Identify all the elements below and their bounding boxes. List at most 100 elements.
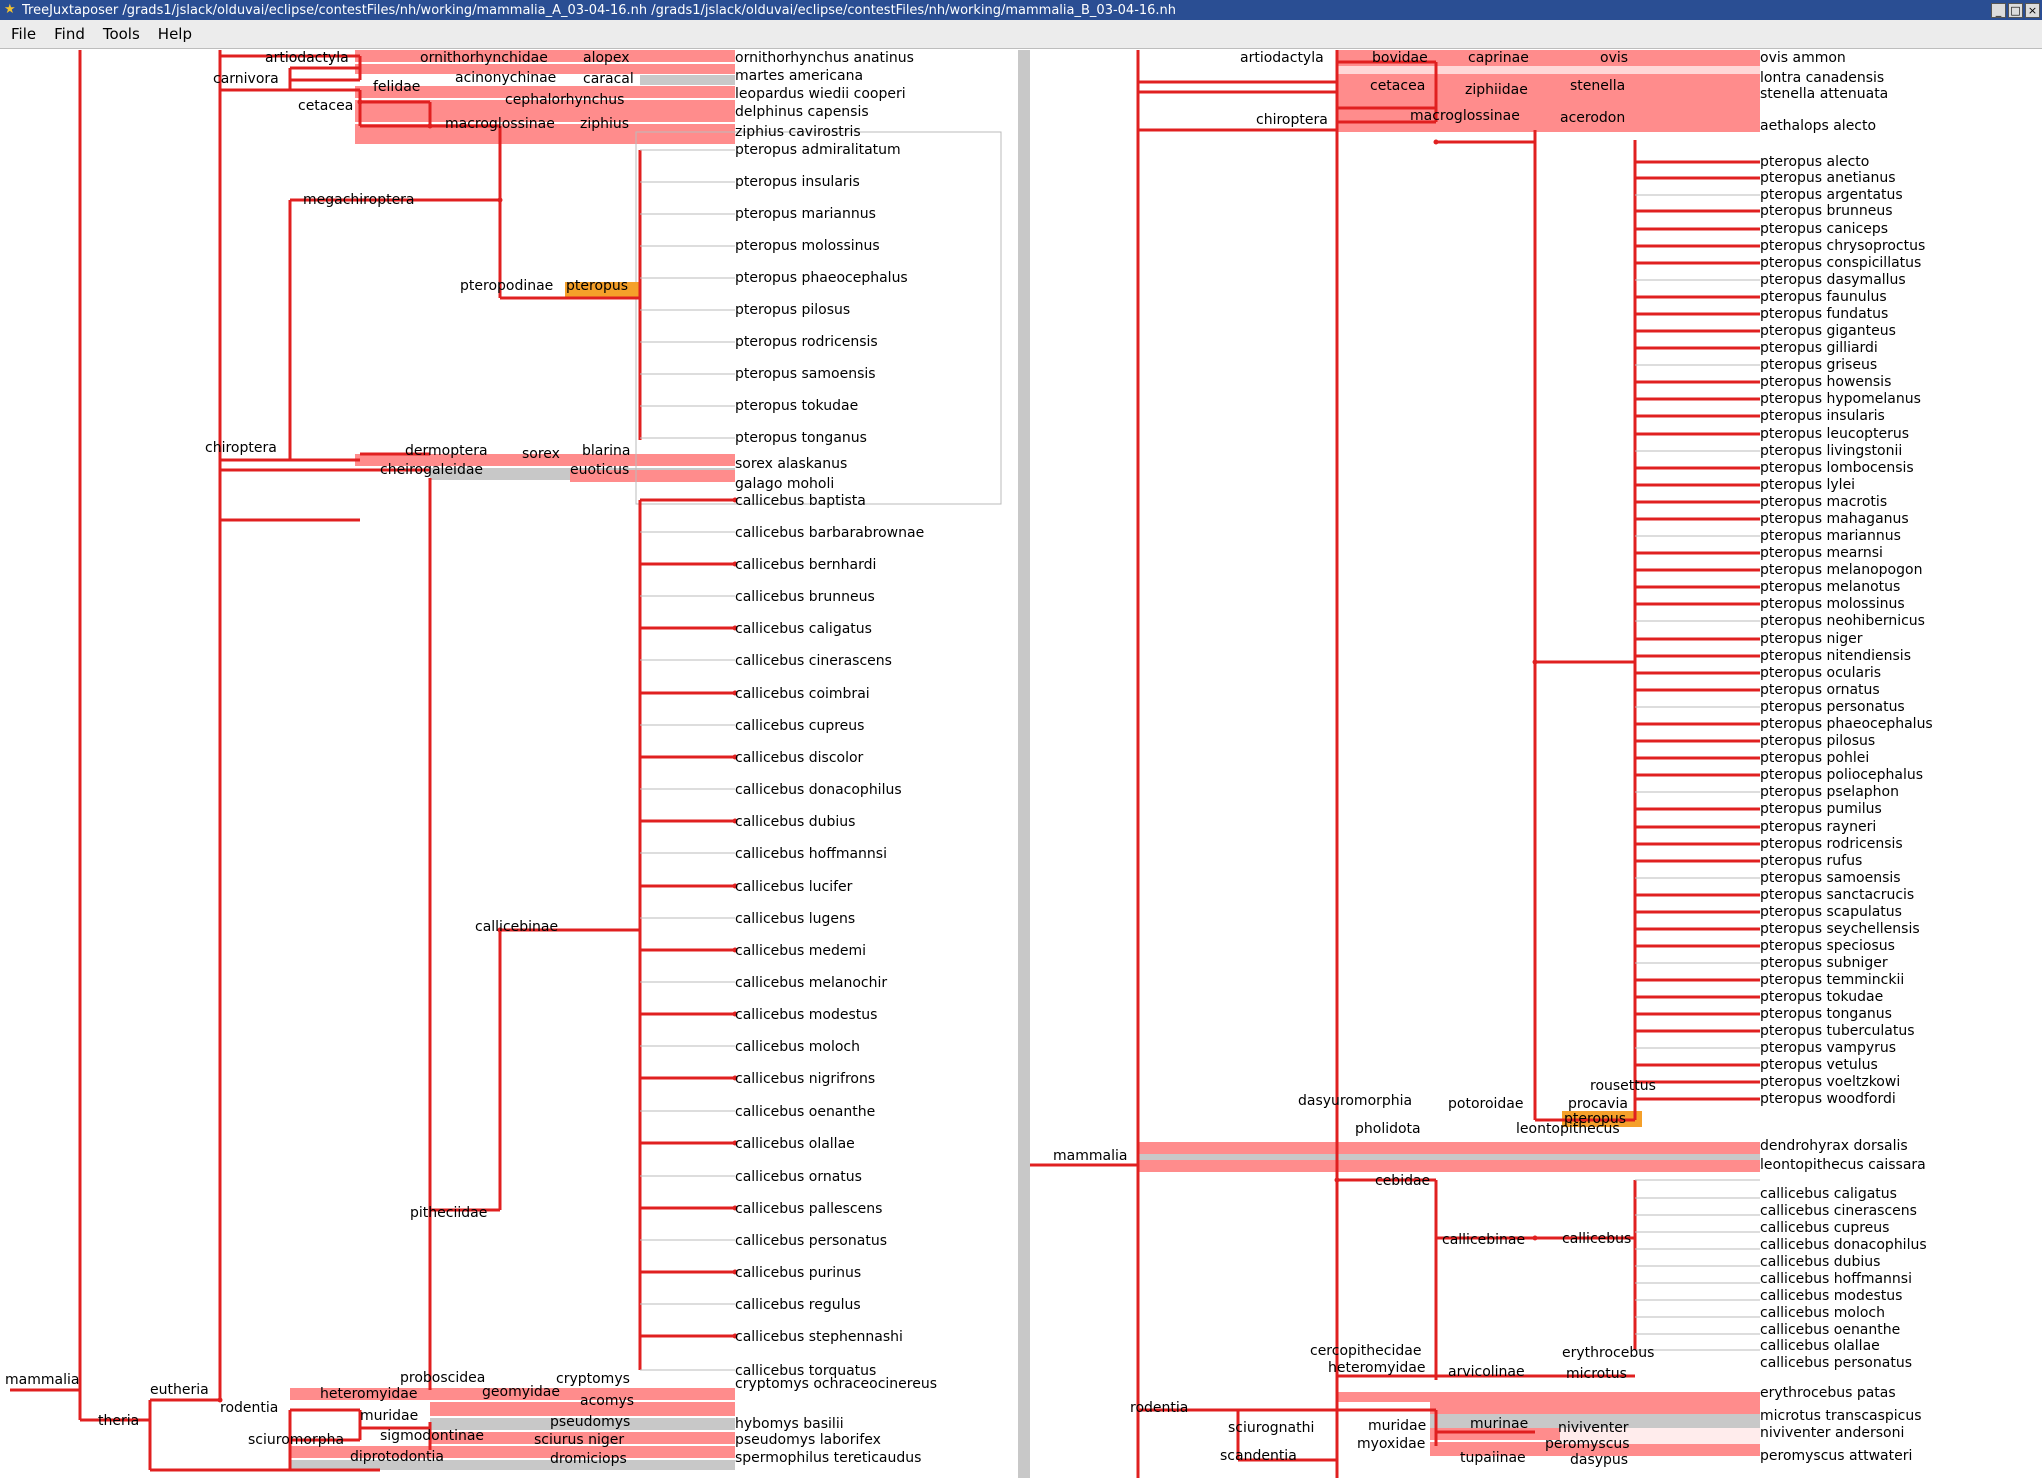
menu-help[interactable]: Help	[157, 25, 192, 43]
leaf-label-left: pseudomys laborifex	[735, 1432, 881, 1448]
menu-tools[interactable]: Tools	[102, 25, 140, 43]
tree-label-left: dromiciops	[550, 1451, 627, 1467]
node-dot	[732, 754, 738, 760]
tree-label-right: mammalia	[1053, 1148, 1127, 1164]
tree-label-right: sciurognathi	[1228, 1420, 1314, 1436]
leaf-label-right: pteropus seychellensis	[1760, 921, 1920, 937]
leaf-label-left: callicebus bernhardi	[735, 557, 876, 573]
tree-label-left: geomyidae	[482, 1384, 560, 1400]
diff-band	[1138, 1154, 1760, 1160]
leaf-label-left: martes americana	[735, 68, 863, 84]
tree-label-left: felidae	[373, 79, 420, 95]
leaf-label-right: pteropus chrysoproctus	[1760, 238, 1925, 254]
leaf-label-right: pteropus tokudae	[1760, 989, 1883, 1005]
diff-band	[355, 50, 735, 62]
leaf-label-right: pteropus pselaphon	[1760, 784, 1899, 800]
tree-label-left: euoticus	[570, 462, 629, 478]
diff-band	[355, 112, 735, 122]
tree-label-right: myoxidae	[1357, 1436, 1425, 1452]
leaf-label-left: callicebus caligatus	[735, 621, 872, 637]
leaf-label-left: callicebus olallae	[735, 1136, 855, 1152]
menu-file[interactable]: File	[11, 25, 37, 43]
diff-band	[355, 64, 735, 74]
leaf-label-left: callicebus medemi	[735, 943, 866, 959]
tree-label-left: ornithorhynchidae	[420, 50, 548, 66]
diff-band	[290, 1460, 735, 1470]
tree-label-right: cebidae	[1375, 1173, 1430, 1189]
diff-band	[1560, 1428, 1760, 1444]
diff-band	[290, 1452, 735, 1458]
tree-pane-left[interactable]: artiodactyla ornithorhynchidae alopex carni…	[0, 50, 1018, 1478]
split-pane-divider[interactable]	[1018, 50, 1030, 1478]
tree-canvas-right[interactable]: artiodactyla bovidae caprinae ovis cetacea zi…	[1030, 50, 2042, 1478]
diff-band	[1138, 1160, 1760, 1172]
node-dot	[217, 1397, 223, 1403]
tree-label-right: ziphiidae	[1465, 82, 1528, 98]
node-dot	[1334, 1177, 1340, 1183]
tree-label-left: macroglossinae	[445, 116, 555, 132]
maximize-button[interactable]: □	[2008, 2, 2023, 18]
leaf-label-right: pteropus argentatus	[1760, 187, 1903, 203]
leaf-label-right: pteropus mariannus	[1760, 528, 1901, 544]
node-dot	[1532, 1235, 1538, 1241]
minimize-button[interactable]: _	[1991, 2, 2006, 18]
node-dot	[732, 561, 738, 567]
tree-label-left: sciuromorpha	[248, 1432, 344, 1448]
tree-label-left: megachiroptera	[303, 192, 415, 208]
tree-label-right: chiroptera	[1256, 112, 1328, 128]
diff-band	[640, 75, 735, 85]
tree-label-left: alopex	[583, 50, 630, 66]
leaf-label-left: callicebus moloch	[735, 1039, 860, 1055]
leaf-label-right: callicebus donacophilus	[1760, 1237, 1927, 1253]
node-dot	[1532, 659, 1538, 665]
tree-label-left: acinonychinae	[455, 70, 556, 86]
leaf-label-right: pteropus niger	[1760, 631, 1863, 647]
diff-band	[355, 86, 735, 98]
leaf-label-right: pteropus melanotus	[1760, 579, 1900, 595]
leaf-label-right: pteropus melanopogon	[1760, 562, 1922, 578]
tree-label-left: dermoptera	[405, 443, 488, 459]
node-dot	[427, 123, 433, 129]
node-dot	[1433, 139, 1439, 145]
leaf-label-right: stenella attenuata	[1760, 86, 1888, 102]
tree-label-left: chiroptera	[205, 440, 277, 456]
tree-canvas-left[interactable]: artiodactyla ornithorhynchidae alopex carni…	[0, 50, 1018, 1478]
diff-band	[355, 124, 735, 144]
leaf-label-left: callicebus torquatus	[735, 1363, 876, 1379]
menu-find[interactable]: Find	[54, 25, 85, 43]
tree-label-right: ovis	[1600, 50, 1628, 66]
tree-pane-right[interactable]: artiodactyla bovidae caprinae ovis cetacea zi…	[1030, 50, 2042, 1478]
tree-label-right: niviventer	[1558, 1420, 1629, 1436]
leaf-label-right: aethalops alecto	[1760, 118, 1876, 134]
leaf-label-left: callicebus nigrifrons	[735, 1071, 875, 1087]
leaf-label-left: pteropus admiralitatum	[735, 142, 901, 158]
leaf-label-right: callicebus dubius	[1760, 1254, 1880, 1270]
tree-label-left: pteropodinae	[460, 278, 553, 294]
leaf-label-left: callicebus hoffmannsi	[735, 846, 887, 862]
tree-label-right: erythrocebus	[1562, 1345, 1654, 1361]
tree-label-left: sigmodontinae	[380, 1428, 484, 1444]
tree-label-right: murinae	[1470, 1416, 1528, 1432]
diff-band	[1430, 1442, 1760, 1456]
leaf-label-right: pteropus rodricensis	[1760, 836, 1903, 852]
leaf-label-right: pteropus scapulatus	[1760, 904, 1902, 920]
tree-label-left: caracal	[583, 71, 634, 87]
leaf-label-left: callicebus modestus	[735, 1007, 877, 1023]
tree-label-left: muridae	[360, 1408, 418, 1424]
node-dot	[732, 883, 738, 889]
tree-label-right: callicebinae	[1442, 1232, 1525, 1248]
leaf-label-right: pteropus giganteus	[1760, 323, 1896, 339]
tree-label-left: mammalia	[5, 1372, 79, 1388]
tree-label-left: sciurus niger	[534, 1432, 624, 1448]
leaf-label-right: pteropus livingstonii	[1760, 443, 1902, 459]
leaf-label-left: pteropus tonganus	[735, 430, 867, 446]
leaf-label-right: pteropus nitendiensis	[1760, 648, 1911, 664]
leaf-label-right: pteropus lylei	[1760, 477, 1855, 493]
close-button[interactable]: ×	[2025, 2, 2040, 18]
leaf-label-left: callicebus coimbrai	[735, 686, 870, 702]
leaf-label-left: hybomys basilii	[735, 1416, 844, 1432]
tree-label-left: rodentia	[220, 1400, 278, 1416]
title-bar[interactable]: ★ TreeJuxtaposer /grads1/jslack/olduvai/…	[0, 0, 2042, 20]
leaf-label-right: ovis ammon	[1760, 50, 1846, 66]
diff-band	[570, 470, 735, 482]
